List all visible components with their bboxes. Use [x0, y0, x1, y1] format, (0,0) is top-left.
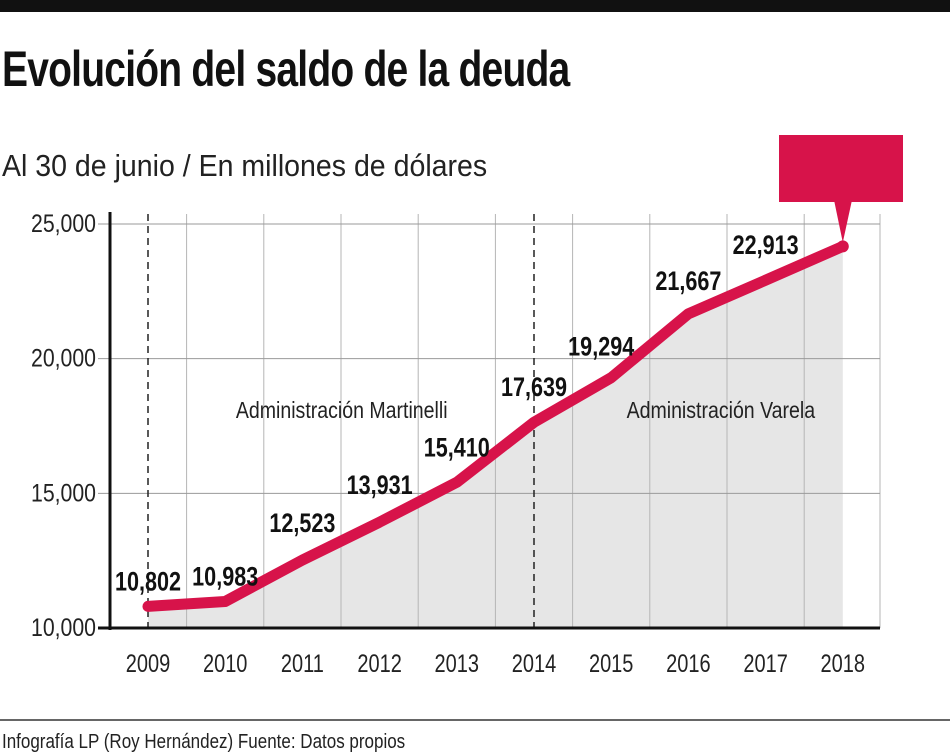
area-fill	[148, 246, 843, 628]
end-point	[836, 240, 849, 253]
y-tick-label: 25,000	[31, 209, 96, 237]
y-tick-label: 10,000	[31, 613, 96, 641]
x-tick-label: 2015	[589, 650, 633, 678]
x-tick-label: 2011	[281, 650, 324, 678]
data-label: 10,802	[115, 567, 181, 597]
callout-box	[779, 135, 903, 202]
x-tick-label: 2010	[203, 650, 247, 678]
data-label: 17,639	[501, 373, 567, 403]
chart-subtitle: Al 30 de junio / En millones de dólares	[2, 148, 488, 183]
annotation-martinelli: Administración Martinelli	[236, 398, 448, 424]
x-tick-label: 2013	[435, 650, 479, 678]
callout-pointer	[834, 200, 852, 243]
x-tick-label: 2012	[357, 650, 401, 678]
data-label: 12,523	[269, 509, 335, 539]
x-tick-label: 2016	[666, 650, 710, 678]
data-label: 22,913	[733, 231, 799, 261]
data-label: 15,410	[424, 433, 490, 463]
top-bar	[0, 0, 950, 12]
y-tick-label: 15,000	[31, 479, 96, 507]
x-tick-label: 2017	[743, 650, 787, 678]
credit-text: Infografía LP (Roy Hernández) Fuente: Da…	[2, 731, 406, 753]
data-label: 21,667	[655, 267, 721, 297]
debt-chart: 10,000 15,000 20,000 25,000 Administración M…	[31, 135, 903, 678]
data-label: 10,983	[192, 562, 258, 592]
x-tick-label: 2014	[512, 650, 556, 678]
chart-title: Evolución del saldo de la deuda	[2, 41, 570, 97]
series-line	[142, 240, 849, 612]
data-label: 13,931	[347, 471, 413, 501]
footer-divider	[0, 719, 950, 721]
x-tick-label: 2018	[821, 650, 865, 678]
data-label: 19,294	[568, 332, 634, 362]
annotation-varela: Administración Varela	[627, 398, 816, 424]
y-tick-label: 20,000	[31, 344, 96, 372]
x-tick-label: 2009	[126, 650, 170, 678]
